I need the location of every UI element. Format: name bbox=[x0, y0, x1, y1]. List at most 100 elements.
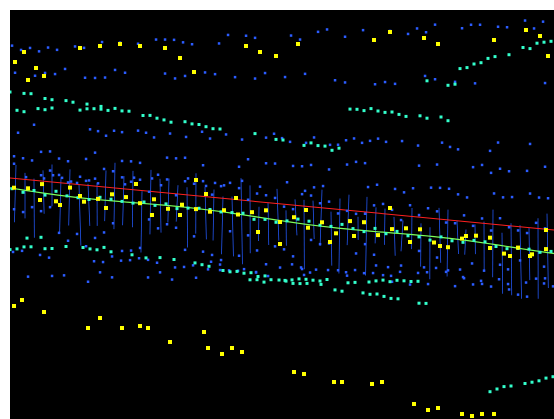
yellow-point bbox=[146, 326, 150, 330]
cyan-point bbox=[382, 294, 386, 298]
blue-point bbox=[528, 192, 532, 195]
blue-point bbox=[87, 179, 91, 182]
blue-point bbox=[10, 44, 14, 47]
cyan-point bbox=[311, 278, 315, 282]
link-line bbox=[221, 196, 224, 255]
blue-point bbox=[327, 168, 331, 171]
blue-point bbox=[516, 293, 520, 296]
cyan-point bbox=[406, 234, 410, 238]
cyan-point bbox=[81, 246, 85, 249]
link-line bbox=[338, 198, 341, 274]
cyan-point bbox=[483, 240, 487, 244]
cyan-point bbox=[316, 144, 320, 148]
blue-point bbox=[263, 71, 267, 75]
blue-point bbox=[532, 27, 536, 30]
blue-point bbox=[181, 41, 185, 44]
blue-point bbox=[480, 163, 484, 167]
blue-point bbox=[244, 34, 248, 37]
blue-point bbox=[147, 218, 151, 221]
blue-point bbox=[372, 253, 376, 256]
blue-point bbox=[435, 163, 439, 166]
blue-point bbox=[136, 129, 140, 132]
cyan-point bbox=[262, 280, 266, 284]
cyan-point bbox=[323, 144, 327, 148]
yellow-point bbox=[352, 234, 356, 238]
cyan-point bbox=[64, 245, 68, 248]
blue-point bbox=[524, 281, 528, 284]
cyan-point bbox=[290, 278, 294, 282]
blue-point bbox=[33, 74, 37, 77]
cyan-point bbox=[527, 247, 531, 251]
yellow-point bbox=[328, 240, 332, 244]
cyan-point bbox=[109, 197, 113, 201]
blue-point bbox=[204, 184, 208, 188]
link-line bbox=[330, 211, 333, 266]
yellow-point bbox=[178, 56, 182, 60]
blue-point bbox=[542, 265, 546, 268]
blue-point bbox=[246, 198, 250, 201]
blue-point bbox=[318, 242, 322, 246]
link-line bbox=[519, 225, 522, 299]
blue-point bbox=[66, 239, 70, 242]
yellow-point bbox=[488, 246, 492, 250]
blue-point bbox=[172, 38, 176, 42]
point-cloud-viewport[interactable] bbox=[10, 10, 554, 419]
yellow-point bbox=[104, 206, 108, 210]
cyan-point bbox=[144, 256, 148, 260]
cyan-point bbox=[458, 67, 462, 71]
blue-point bbox=[129, 249, 133, 252]
blue-point bbox=[444, 270, 448, 274]
blue-point bbox=[304, 141, 308, 145]
cyan-point bbox=[389, 296, 393, 300]
cyan-point bbox=[367, 280, 371, 284]
cyan-point bbox=[318, 223, 322, 227]
cyan-point bbox=[479, 61, 483, 65]
blue-point bbox=[415, 27, 419, 30]
yellow-point bbox=[138, 201, 142, 206]
cyan-point bbox=[230, 211, 234, 215]
cyan-point bbox=[329, 224, 333, 228]
blue-point bbox=[174, 194, 178, 197]
blue-point bbox=[510, 195, 514, 199]
yellow-point bbox=[292, 370, 296, 374]
link-line bbox=[240, 178, 243, 265]
blue-point bbox=[100, 40, 104, 44]
cyan-point bbox=[109, 250, 113, 254]
blue-point bbox=[96, 129, 100, 133]
cyan-point bbox=[85, 107, 89, 111]
blue-point bbox=[173, 77, 177, 80]
blue-point bbox=[316, 30, 320, 34]
cyan-point bbox=[85, 102, 89, 106]
yellow-point bbox=[492, 38, 496, 42]
cyan-point bbox=[285, 219, 289, 223]
cyan-point bbox=[183, 120, 187, 124]
blue-point bbox=[542, 282, 546, 285]
cyan-point bbox=[298, 282, 302, 286]
cyan-point bbox=[302, 143, 306, 147]
blue-point bbox=[62, 274, 66, 277]
blue-point bbox=[480, 282, 484, 286]
yellow-point bbox=[222, 208, 226, 213]
cyan-point bbox=[368, 292, 372, 296]
blue-point bbox=[478, 23, 482, 26]
blue-point bbox=[57, 173, 61, 177]
cyan-point bbox=[439, 235, 443, 239]
link-line bbox=[276, 188, 280, 241]
cyan-point bbox=[50, 98, 54, 102]
cyan-point bbox=[252, 217, 256, 221]
blue-point bbox=[282, 205, 286, 208]
blue-point bbox=[433, 78, 437, 81]
blue-point bbox=[228, 181, 232, 185]
yellow-point bbox=[20, 298, 24, 302]
point-cloud-canvas[interactable] bbox=[10, 10, 554, 419]
blue-point bbox=[353, 268, 357, 272]
blue-point bbox=[48, 169, 52, 172]
blue-point bbox=[291, 255, 295, 258]
blue-point bbox=[333, 79, 337, 82]
cyan-point bbox=[305, 281, 309, 285]
cyan-point bbox=[493, 55, 497, 59]
blue-point bbox=[393, 82, 397, 86]
cyan-point bbox=[95, 248, 99, 252]
blue-point bbox=[39, 150, 43, 154]
blue-point bbox=[300, 267, 304, 271]
